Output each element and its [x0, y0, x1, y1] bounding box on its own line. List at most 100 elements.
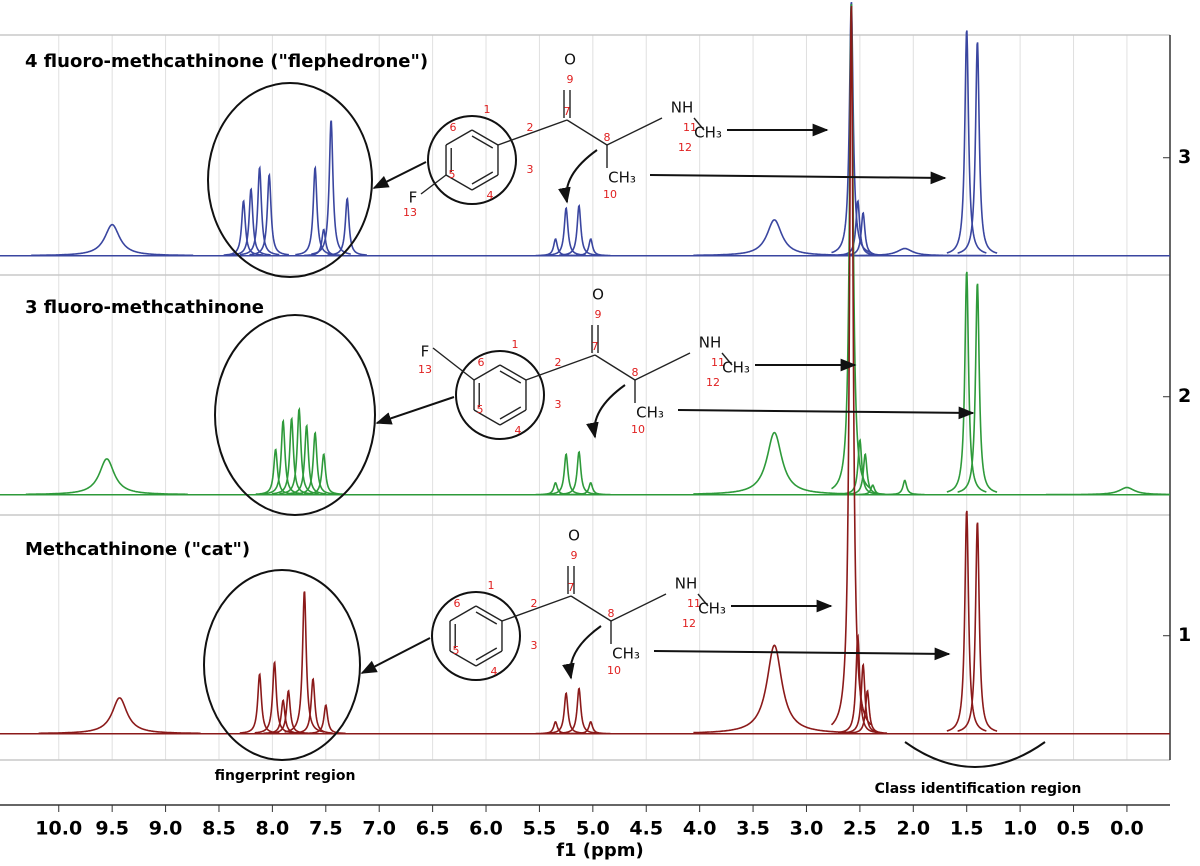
x-tick-label: 0.5	[1057, 818, 1091, 840]
bond	[570, 595, 612, 622]
x-tick-label: 4.5	[629, 818, 663, 840]
grid	[58, 35, 1128, 760]
atom-label: CH₃	[694, 124, 722, 142]
fingerprint-circle	[214, 314, 376, 516]
bond	[473, 409, 501, 426]
peak	[25, 458, 188, 496]
bond	[475, 650, 503, 667]
atom-number: 9	[595, 308, 602, 321]
atom-number: 12	[682, 617, 696, 630]
atom-number: 3	[531, 639, 538, 652]
peak	[837, 199, 878, 256]
atom-label: NH	[671, 99, 694, 117]
x-tick-label: 1.0	[1003, 818, 1037, 840]
arrow	[562, 625, 602, 680]
atom-number: 10	[631, 423, 645, 436]
peak	[847, 689, 888, 734]
peak	[303, 452, 344, 495]
bond	[432, 347, 475, 381]
peak	[957, 42, 998, 254]
x-tick-label: 8.0	[256, 818, 290, 840]
bond	[606, 117, 663, 146]
x-tick-label: 7.0	[362, 818, 396, 840]
x-tick-label: 6.0	[469, 818, 503, 840]
bond	[473, 364, 501, 381]
x-tick-label: 5.5	[523, 818, 557, 840]
atom-number: 5	[453, 644, 460, 657]
peak	[295, 431, 335, 495]
x-tick-label: 2.0	[896, 818, 930, 840]
peak	[946, 30, 987, 254]
bond	[566, 119, 608, 146]
annotation: fingerprint region	[215, 768, 356, 784]
bond	[445, 174, 473, 191]
atom-number: 6	[478, 356, 485, 369]
atom-number: 8	[632, 366, 639, 379]
panel-lines	[0, 34, 1170, 761]
bond	[525, 354, 596, 381]
peak	[570, 481, 611, 496]
peak	[559, 687, 599, 734]
bond	[594, 354, 636, 381]
bond	[475, 605, 503, 622]
peak	[249, 172, 289, 256]
annotations: O978NH11CH₃12CH₃10123456F13O978NH11CH₃12…	[203, 51, 975, 761]
x-tick-label: 1.5	[950, 818, 984, 840]
atom-number: 4	[515, 424, 522, 437]
peak	[223, 199, 264, 256]
peak	[957, 522, 998, 732]
atom-label: O	[568, 527, 580, 545]
atom-number: 2	[531, 597, 538, 610]
atom-number: 8	[604, 131, 611, 144]
atom-number: 1	[488, 579, 495, 592]
atom-number: 2	[555, 356, 562, 369]
peak	[305, 704, 346, 735]
x-tick-label: 3.5	[736, 818, 770, 840]
peak	[535, 481, 576, 496]
x-tick-label: 8.5	[202, 818, 236, 840]
y-tick-label: 2	[1178, 385, 1191, 407]
arrow	[372, 161, 427, 189]
spectrum-title: 3 fluoro-methcathinone	[25, 297, 264, 318]
bond	[471, 135, 494, 149]
bond	[471, 129, 499, 146]
spectrum-title: 4 fluoro-methcathinone ("flephedrone")	[25, 51, 428, 72]
atom-number: 1	[484, 103, 491, 116]
atom-number: 1	[512, 338, 519, 351]
peak	[885, 479, 925, 496]
bond	[420, 174, 447, 195]
peak	[279, 406, 319, 495]
peak	[840, 438, 880, 495]
spectra	[0, 1, 1170, 735]
y-tick-label: 1	[1178, 624, 1191, 646]
atom-number: 13	[418, 363, 432, 376]
peak	[286, 423, 327, 495]
atom-number: 5	[449, 168, 456, 181]
atom-label: CH₃	[636, 404, 664, 422]
arrow	[649, 171, 947, 185]
x-tick-label: 10.0	[35, 818, 82, 840]
atom-number: 11	[683, 121, 697, 134]
arrow	[360, 637, 431, 674]
atom-label: CH₃	[612, 645, 640, 663]
atom-number: 8	[608, 607, 615, 620]
atom-number: 7	[568, 581, 575, 594]
peak	[327, 196, 367, 256]
peak	[823, 247, 986, 257]
atom-number: 7	[564, 105, 571, 118]
peak	[31, 223, 194, 257]
bond	[499, 406, 522, 420]
annotation: Class identification region	[875, 781, 1082, 797]
bond	[475, 647, 498, 661]
peak	[559, 203, 599, 256]
atom-number: 4	[487, 189, 494, 202]
bond	[499, 409, 527, 426]
peak	[693, 219, 856, 257]
arrow	[677, 406, 975, 420]
peak	[268, 689, 309, 734]
ring-circle	[431, 591, 521, 681]
fingerprint-circle	[207, 82, 373, 278]
